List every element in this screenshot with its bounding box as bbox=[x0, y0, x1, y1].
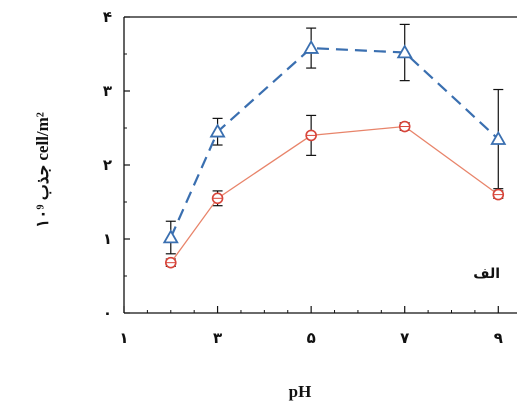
panel-annotation: الف bbox=[473, 266, 500, 282]
series-triangle bbox=[162, 23, 507, 255]
y-tick-label: ۰ bbox=[103, 304, 112, 322]
data-point bbox=[162, 229, 179, 244]
data-point bbox=[490, 130, 507, 145]
series-layer bbox=[162, 23, 507, 269]
series-circle bbox=[164, 114, 505, 269]
x-tick-label: ۵ bbox=[307, 329, 316, 347]
x-tick-label: ۹ bbox=[494, 329, 503, 347]
x-axis-label: pH bbox=[289, 382, 312, 401]
y-tick-label: ۲ bbox=[103, 156, 112, 174]
x-tick-label: ۳ bbox=[213, 329, 222, 347]
y-tick-label: ۱ bbox=[103, 230, 112, 248]
x-tick-label: ۱ bbox=[119, 329, 128, 347]
y-tick-label: ۴ bbox=[103, 8, 112, 26]
data-point bbox=[209, 123, 226, 138]
y-tick-label: ۳ bbox=[103, 82, 112, 100]
series-line bbox=[169, 46, 500, 238]
y-axis-label: جذب ۱۰⁹ cell/m² bbox=[33, 112, 52, 228]
data-point bbox=[396, 44, 413, 59]
data-point bbox=[303, 39, 320, 54]
x-tick-label: ۷ bbox=[400, 329, 409, 347]
